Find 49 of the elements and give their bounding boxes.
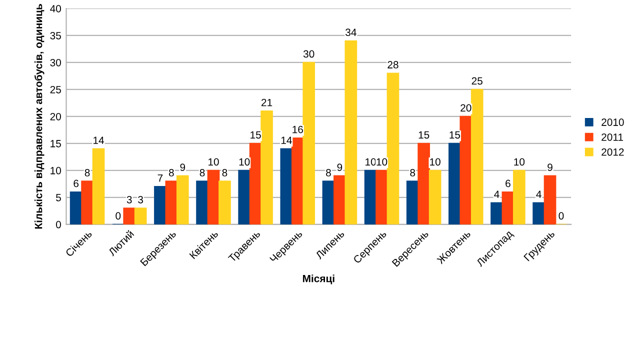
y-tick-label: 0	[56, 220, 61, 228]
data-label: 0	[116, 212, 121, 220]
data-label: 15	[418, 131, 430, 139]
data-label: 15	[250, 131, 261, 139]
data-label: 15	[450, 131, 460, 139]
data-label: 7	[158, 174, 163, 182]
y-tick-label: 35	[50, 32, 61, 40]
data-label: 10	[430, 158, 440, 166]
y-tick-label: 15	[50, 140, 61, 148]
data-label: 6	[506, 180, 510, 188]
data-label: 0	[558, 212, 564, 220]
data-label: 4	[536, 190, 542, 198]
y-tick-label: 25	[50, 86, 61, 94]
data-label: 9	[548, 164, 552, 171]
data-label: 30	[303, 50, 314, 58]
data-label: 16	[292, 126, 303, 134]
data-label: 10	[514, 158, 525, 166]
data-label: 28	[388, 61, 398, 68]
data-label: 3	[138, 196, 144, 204]
legend-label: 2010	[602, 118, 624, 126]
legend-label: 2011	[602, 133, 623, 141]
data-label: 8	[326, 169, 331, 176]
data-label: 8	[168, 169, 174, 176]
data-label: 25	[472, 77, 482, 85]
data-label: 20	[460, 104, 472, 112]
data-label: 10	[376, 158, 388, 166]
data-label: 10	[208, 158, 219, 166]
data-label: 9	[180, 164, 186, 171]
data-label: 9	[337, 164, 342, 171]
data-label: 21	[262, 98, 272, 106]
data-label: 34	[346, 28, 356, 36]
data-label: 3	[126, 196, 132, 204]
y-tick-label: 20	[50, 112, 61, 120]
data-label: 14	[281, 136, 292, 144]
data-label: 8	[200, 169, 205, 176]
y-tick-label: 40	[50, 5, 61, 12]
y-tick-label: 5	[56, 194, 61, 202]
data-label: 8	[410, 169, 416, 176]
data-label: 6	[74, 180, 79, 188]
data-label: 4	[494, 190, 500, 198]
y-tick-label: 30	[50, 58, 61, 66]
data-label: 8	[84, 169, 90, 176]
y-axis-title: Кількість відправлених автобусів, одиниць	[34, 4, 44, 229]
x-axis-title: Місяці	[302, 274, 334, 284]
data-label: 8	[222, 169, 228, 176]
data-label: 14	[94, 136, 104, 144]
data-label: 10	[239, 158, 250, 166]
legend-label: 2012	[602, 148, 624, 156]
y-tick-label: 10	[50, 166, 61, 174]
